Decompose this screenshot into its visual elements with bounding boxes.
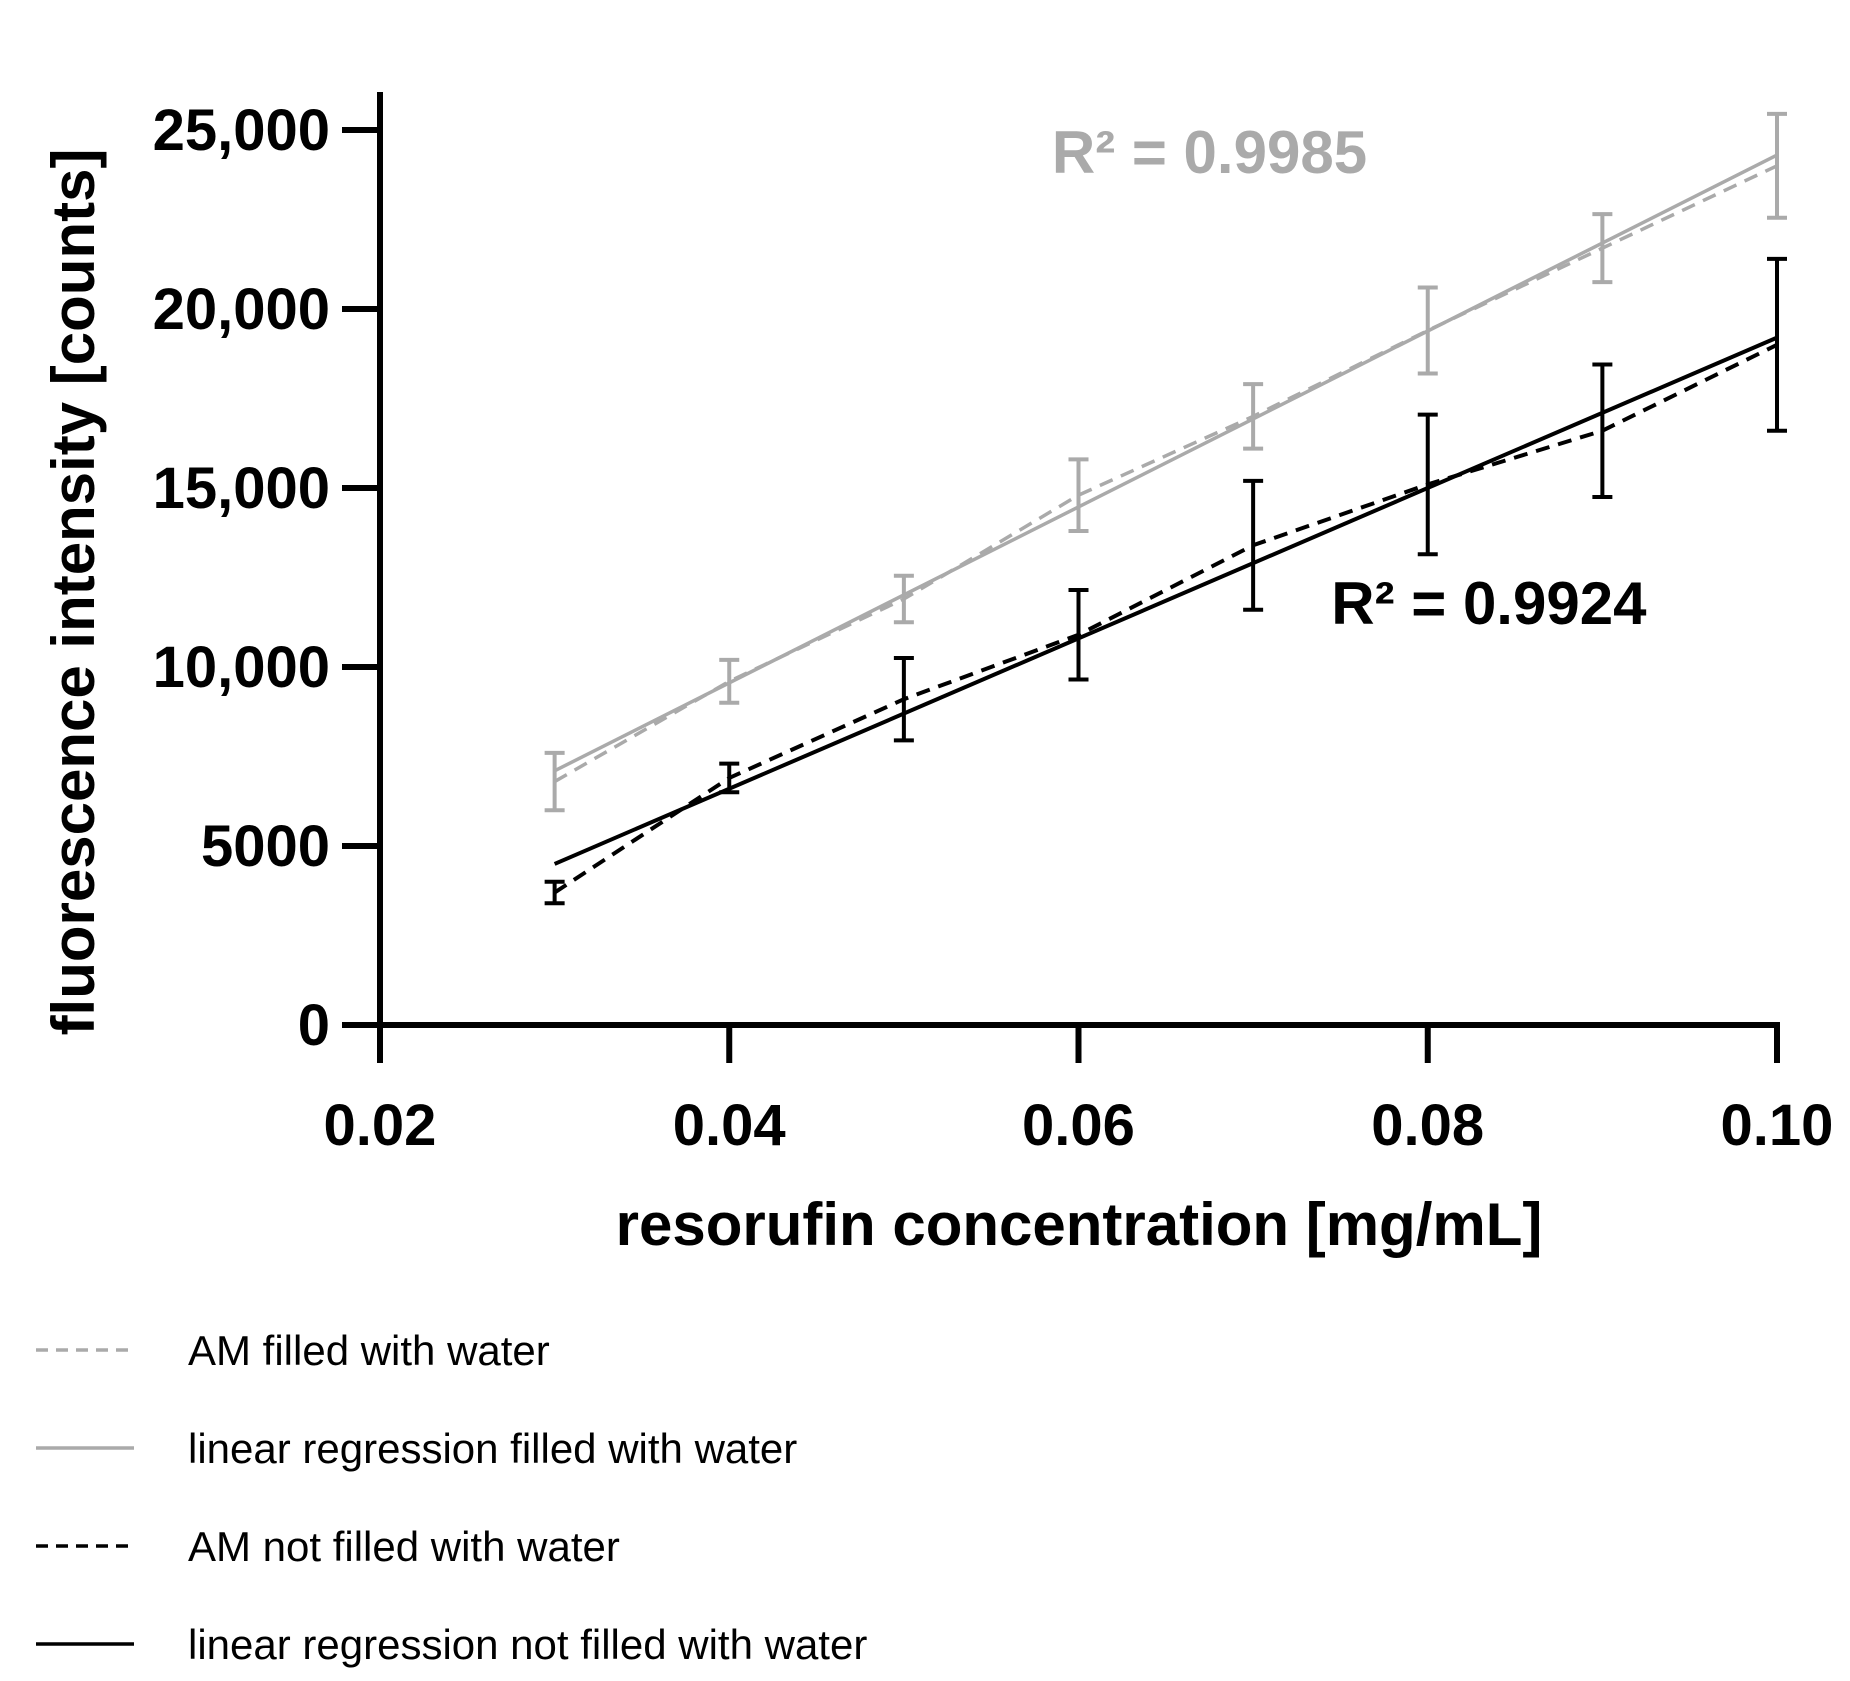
legend-label: AM filled with water: [188, 1327, 550, 1374]
legend-label: linear regression filled with water: [188, 1425, 797, 1472]
error-bar: [1592, 212, 1613, 285]
y-tick-label: 20,000: [153, 277, 330, 342]
series-line-0: [553, 164, 1778, 784]
x-axis-title: resorufin concentration [mg/mL]: [616, 1191, 1543, 1258]
x-tick-label: 0.06: [1022, 1093, 1135, 1158]
series-line-2: [553, 343, 1778, 895]
annotations: R² = 0.9985 R² = 0.9924: [1052, 119, 1647, 637]
axes: 0 5000 10,000 15,000 20,000 25,000 0.02 0.04 0.0…: [153, 92, 1834, 1158]
legend-label: linear regression not filled with water: [188, 1621, 867, 1668]
y-tick-label: 15,000: [153, 456, 330, 521]
regression-line-1: [553, 153, 1778, 773]
r-squared-label-1: R² = 0.9924: [1331, 570, 1647, 637]
x-tick-label: 0.10: [1721, 1093, 1834, 1158]
legend-item: AM filled with water: [36, 1327, 550, 1374]
x-tick-label: 0.02: [324, 1093, 437, 1158]
error-bar: [893, 656, 914, 743]
legend: AM filled with water linear regression fi…: [36, 1327, 867, 1668]
error-bar: [1767, 111, 1787, 220]
r-squared-label-0: R² = 0.9985: [1052, 119, 1367, 186]
plot-marks: [544, 111, 1787, 906]
error-bar: [544, 750, 565, 813]
error-bar: [1417, 412, 1438, 557]
error-bar: [1068, 588, 1089, 682]
error-bar: [1243, 382, 1264, 451]
y-tick-label: 10,000: [153, 635, 330, 700]
legend-label: AM not filled with water: [188, 1523, 620, 1570]
error-bar: [1767, 256, 1787, 433]
y-tick-label: 0: [298, 993, 330, 1058]
y-tick-label: 25,000: [153, 98, 330, 163]
error-bar: [1243, 478, 1264, 612]
error-bar: [1592, 362, 1613, 499]
error-bar: [544, 879, 565, 906]
error-bar: [1068, 457, 1089, 533]
x-tick-label: 0.08: [1371, 1093, 1484, 1158]
x-tick-label: 0.04: [673, 1093, 786, 1158]
legend-item: linear regression not filled with water: [36, 1621, 867, 1668]
y-axis-title: fluorescence intensity [counts]: [40, 149, 107, 1036]
error-bar: [893, 573, 914, 625]
legend-item: linear regression filled with water: [36, 1425, 797, 1472]
y-tick-label: 5000: [201, 814, 330, 879]
regression-line-3: [553, 335, 1778, 866]
legend-item: AM not filled with water: [36, 1523, 620, 1570]
